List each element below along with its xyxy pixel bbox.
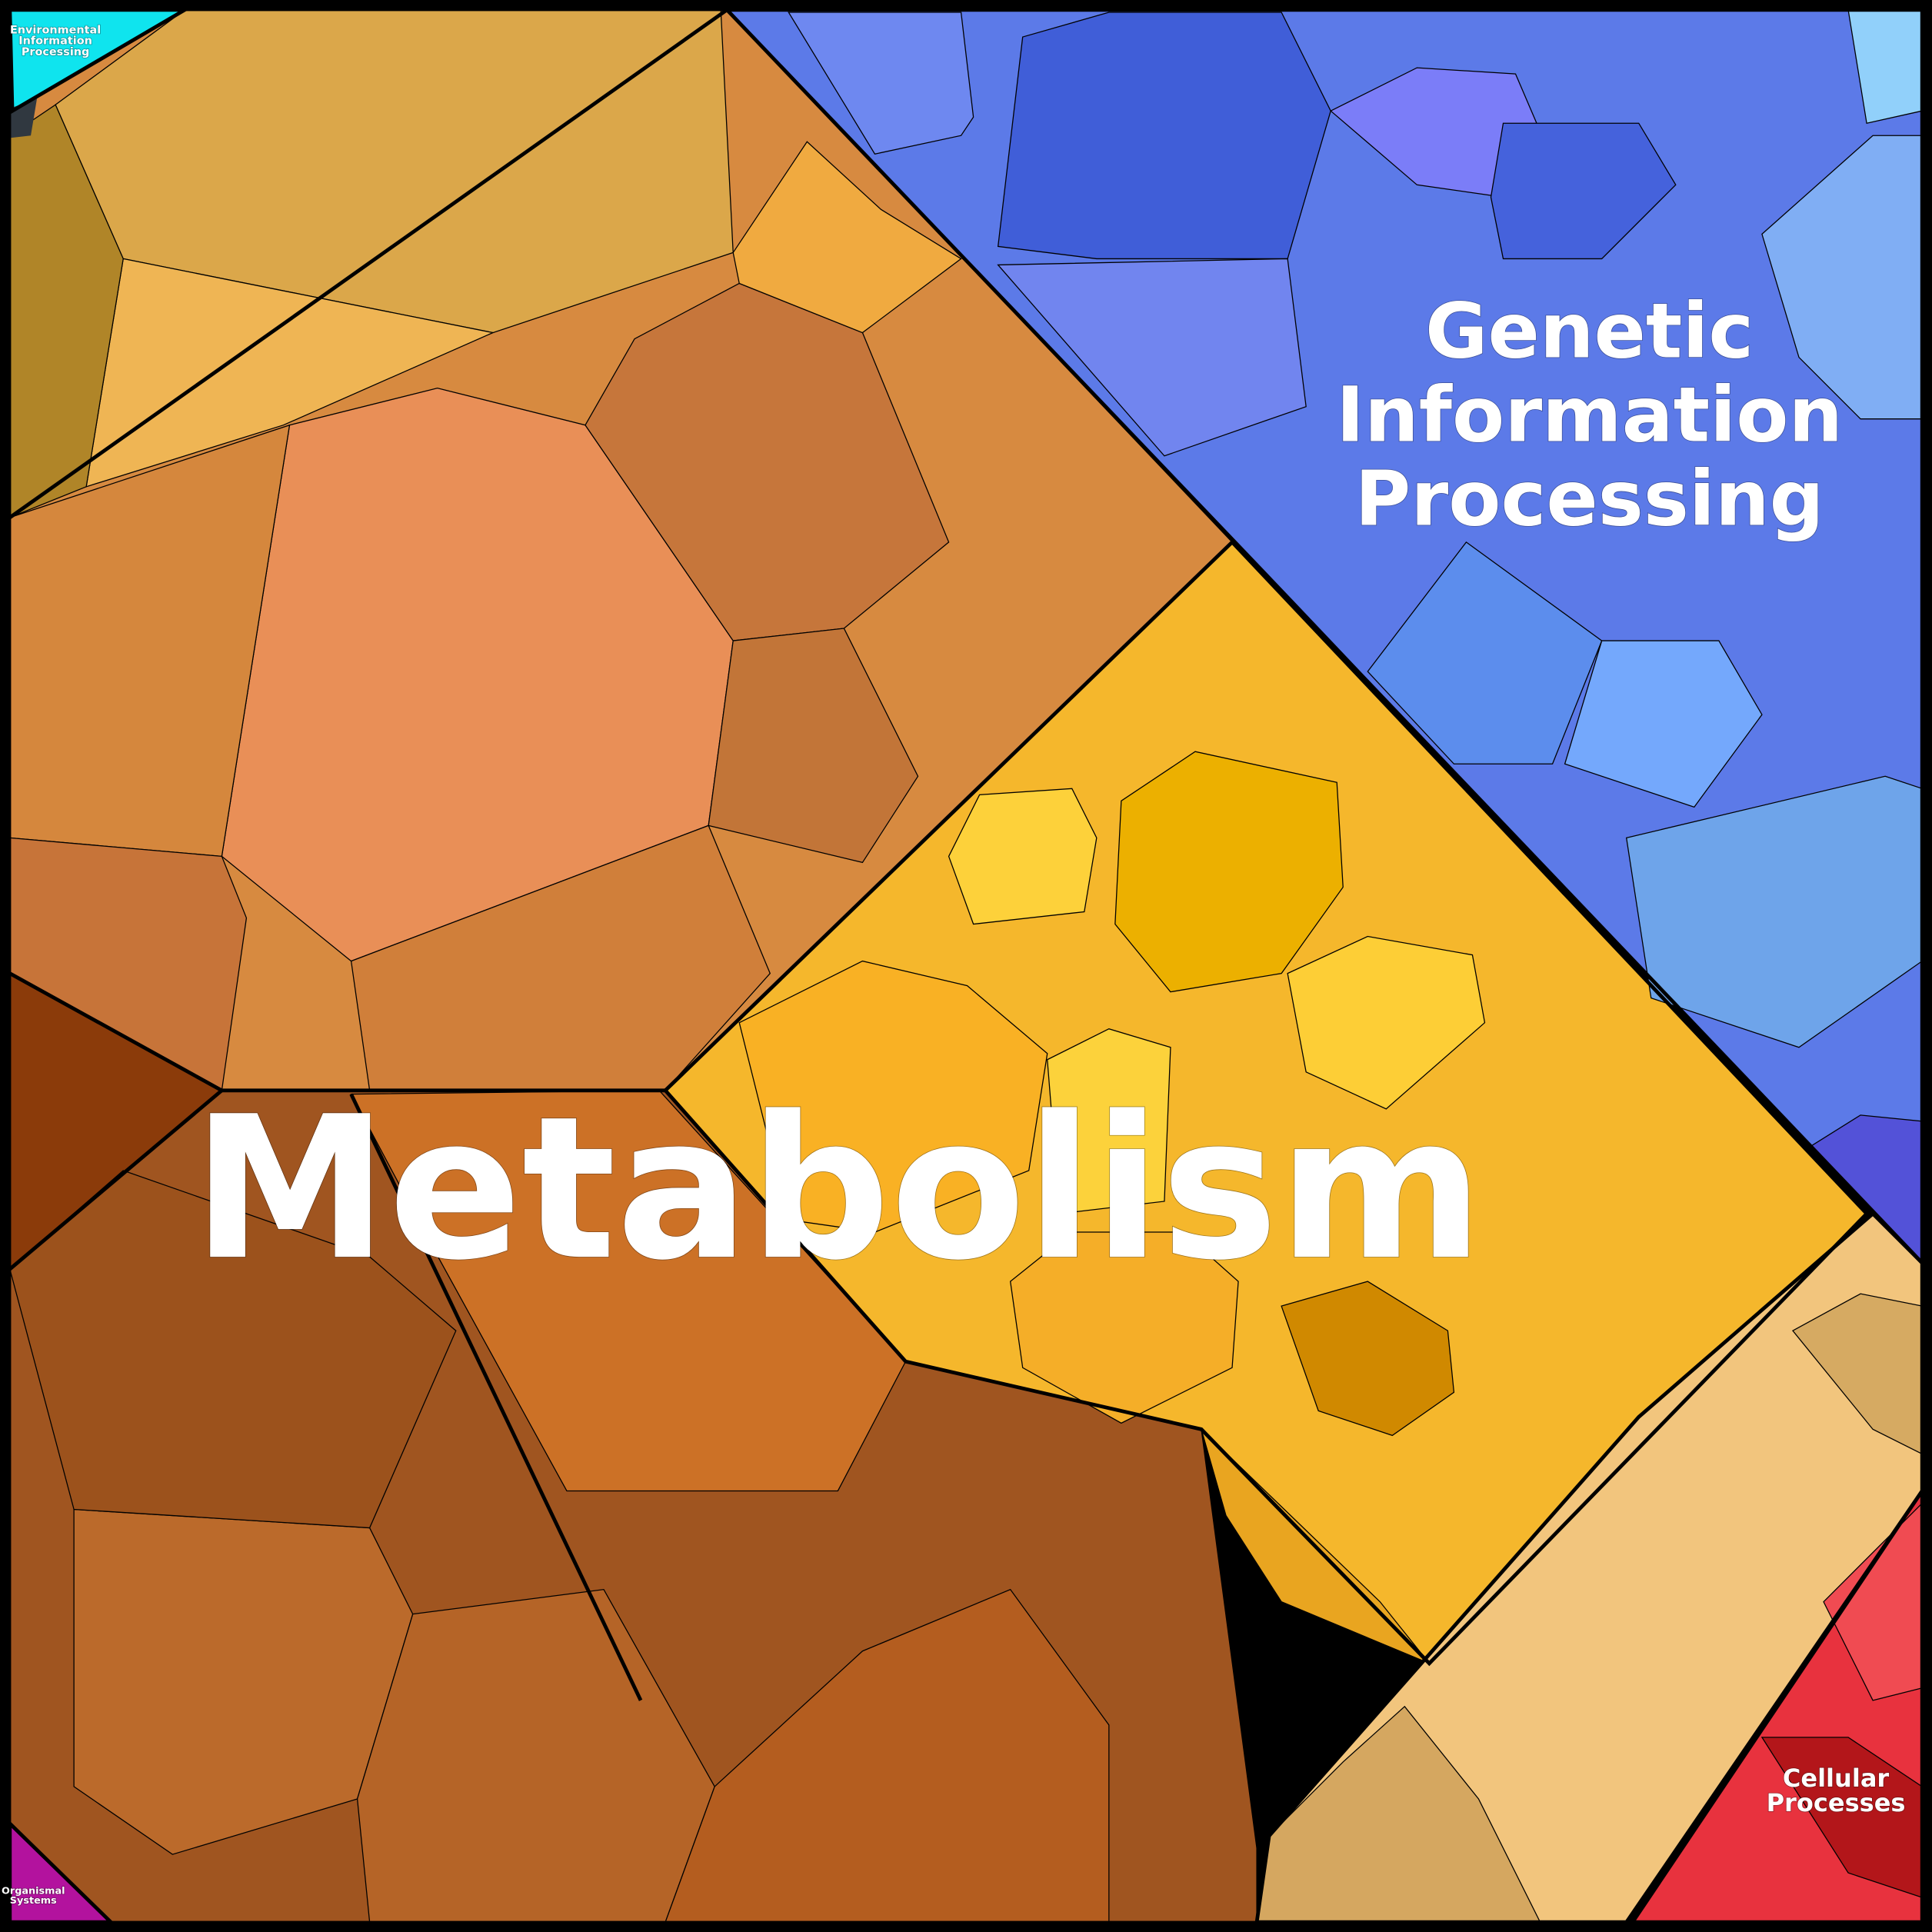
cell <box>1009 1231 1239 1424</box>
region-borders <box>3 3 1929 1929</box>
cell <box>997 12 1331 260</box>
region-label: Processing <box>22 46 90 58</box>
cell <box>1287 935 1486 1110</box>
cell <box>1281 1281 1455 1437</box>
region-label: Environmental <box>10 24 101 36</box>
cell <box>708 628 919 864</box>
region-label: Metabolism <box>192 1074 1484 1304</box>
cell <box>350 824 771 1091</box>
labels: Environmental Information Processing Gen… <box>1 23 1906 1907</box>
region-label: Systems <box>10 1895 57 1907</box>
region-label: Processing <box>1354 455 1824 543</box>
region-label: Genetic <box>1425 288 1754 376</box>
cell <box>948 788 1098 925</box>
region-border <box>8 1088 223 1271</box>
cell <box>788 12 974 155</box>
cell <box>1114 751 1344 993</box>
cell <box>1047 1028 1171 1214</box>
cell <box>9 1170 457 1529</box>
cell <box>732 141 962 334</box>
region-label: Organismal <box>2 1885 65 1897</box>
cell <box>997 258 1307 457</box>
region-label: Processes <box>1767 1788 1906 1817</box>
region-label: Information <box>1336 371 1843 460</box>
region-border <box>349 1093 643 1701</box>
region-label: Cellular <box>1783 1764 1890 1793</box>
metabolism-cells <box>9 9 1257 1923</box>
region-label: Information <box>18 35 92 48</box>
cell <box>1564 640 1763 808</box>
cell <box>738 960 1048 1233</box>
outer-border <box>3 3 1929 1929</box>
tan-cells <box>1256 1213 1923 1923</box>
cell <box>1367 541 1603 764</box>
region-border <box>8 8 728 519</box>
cell <box>1490 122 1677 260</box>
